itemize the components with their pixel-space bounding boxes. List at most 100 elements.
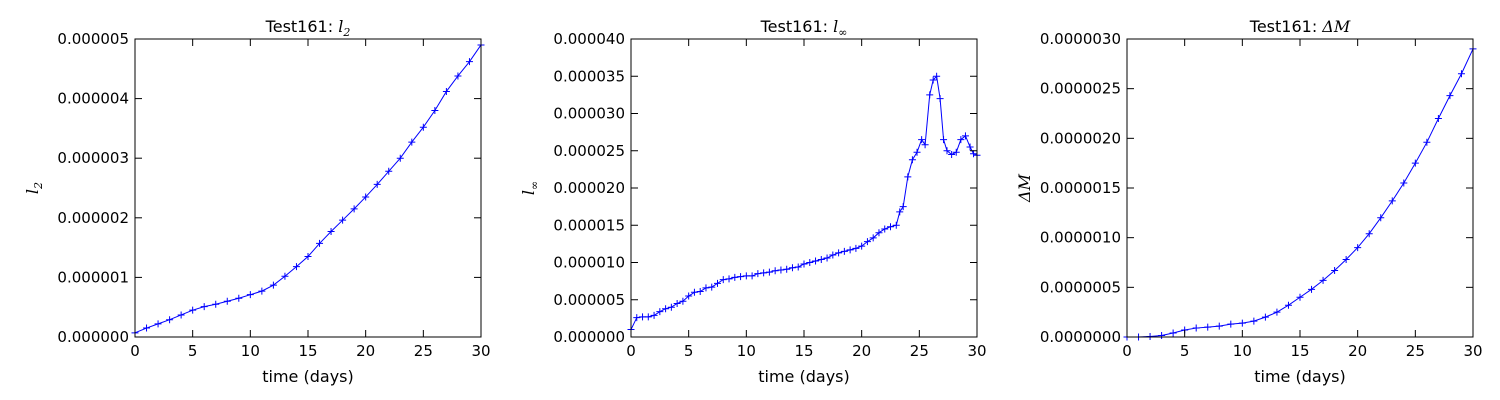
data-point [235, 294, 243, 302]
data-point [143, 324, 151, 332]
title-symbol: ΔM [1321, 17, 1351, 36]
data-point [212, 300, 220, 308]
title-subscript: ∞ [838, 26, 847, 39]
y-tick-label: 0.0000000 [1040, 328, 1121, 346]
data-point [933, 72, 941, 80]
data-point [1342, 256, 1350, 264]
data-point [650, 311, 658, 319]
data-point [1238, 319, 1246, 327]
data-point [679, 297, 687, 305]
y-tick-label: 0.0000015 [1040, 179, 1121, 197]
data-point [840, 247, 848, 255]
data-point [1215, 322, 1223, 330]
data-point [662, 305, 670, 313]
y-axis-label: ΔM [1015, 173, 1034, 203]
data-point [892, 221, 900, 229]
y-axis-symbol: l [23, 189, 42, 194]
data-point [166, 316, 174, 324]
data-point [794, 263, 802, 271]
data-point [339, 216, 347, 224]
data-point [223, 297, 231, 305]
data-point [396, 154, 404, 162]
data-point [725, 275, 733, 283]
y-tick-label: 0.000000 [553, 328, 625, 346]
chart-title: Test161: l2 [265, 17, 351, 39]
data-point [926, 91, 934, 99]
data-point [189, 306, 197, 314]
data-point [943, 147, 951, 155]
y-tick-label: 0.000005 [57, 30, 129, 48]
data-point [777, 266, 785, 274]
data-point [644, 313, 652, 321]
y-tick-label: 0.0000010 [1040, 229, 1121, 247]
plot-frame [1126, 38, 1474, 338]
y-tick-label: 0.0000025 [1040, 80, 1121, 98]
chart-panel-linf: Test161: l∞0 5 10 15 20 25 300.0000000.0000050… [519, 17, 987, 386]
data-point [961, 132, 969, 140]
data-point [177, 311, 185, 319]
y-tick-label: 0.000020 [553, 179, 625, 197]
chart-panel-l2: Test161: l20 5 10 15 20 25 300.0000000.0000010… [23, 17, 491, 386]
title-prefix: Test161: [760, 17, 834, 36]
data-point [442, 87, 450, 95]
data-point [918, 136, 926, 144]
data-point [419, 123, 427, 131]
data-point [887, 223, 894, 231]
data-point [1365, 230, 1373, 238]
chart-title: Test161: l∞ [760, 17, 848, 39]
data-point [760, 269, 768, 277]
data-point [327, 228, 335, 236]
data-point [633, 314, 641, 322]
plot-frame [134, 38, 482, 338]
data-point [881, 225, 889, 233]
data-point [269, 281, 277, 289]
y-tick-label: 0.000030 [553, 105, 625, 123]
data-point [970, 150, 978, 158]
data-point [852, 244, 860, 252]
data-point [806, 259, 814, 266]
y-tick-label: 0.000000 [57, 328, 129, 346]
data-point [913, 148, 921, 156]
data-point [966, 143, 974, 151]
data-point [765, 268, 773, 276]
data-point [690, 288, 698, 296]
y-axis-subscript: ∞ [528, 181, 541, 190]
data-point [714, 279, 721, 287]
data-point [929, 76, 937, 84]
data-point [246, 291, 254, 299]
data-point [817, 256, 825, 264]
data-point [835, 249, 843, 257]
y-tick-label: 0.000035 [553, 67, 625, 85]
data-point [1388, 197, 1396, 205]
data-point [304, 253, 312, 261]
y-tick-label: 0.0000020 [1040, 129, 1121, 147]
data-point [754, 270, 762, 278]
x-tick-label: 0 [626, 342, 636, 360]
y-tick-label: 0.000005 [553, 291, 625, 309]
x-axis-label: time (days) [758, 367, 849, 386]
x-tick-label: 15 [794, 342, 813, 360]
x-tick-label: 25 [910, 342, 929, 360]
data-point [1423, 138, 1431, 146]
y-tick-label: 0.000002 [57, 209, 129, 227]
y-tick-label: 0.000010 [553, 254, 625, 272]
x-tick-label: 0 [130, 342, 140, 360]
y-tick-label: 0.000003 [57, 149, 129, 167]
data-point [846, 246, 854, 254]
data-point [1446, 92, 1454, 100]
data-point [948, 150, 956, 158]
data-point [1434, 114, 1442, 122]
y-axis-symbol: l [519, 190, 538, 195]
data-point [702, 284, 710, 292]
x-tick-label: 10 [241, 342, 260, 360]
data-point [783, 265, 791, 273]
data-point [748, 272, 756, 280]
x-tick-label: 20 [356, 342, 375, 360]
data-point [731, 273, 739, 281]
data-point [708, 283, 716, 291]
data-point [737, 273, 745, 281]
data-point [1457, 70, 1465, 78]
x-tick-label: 15 [1290, 342, 1309, 360]
title-prefix: Test161: [1249, 17, 1323, 36]
